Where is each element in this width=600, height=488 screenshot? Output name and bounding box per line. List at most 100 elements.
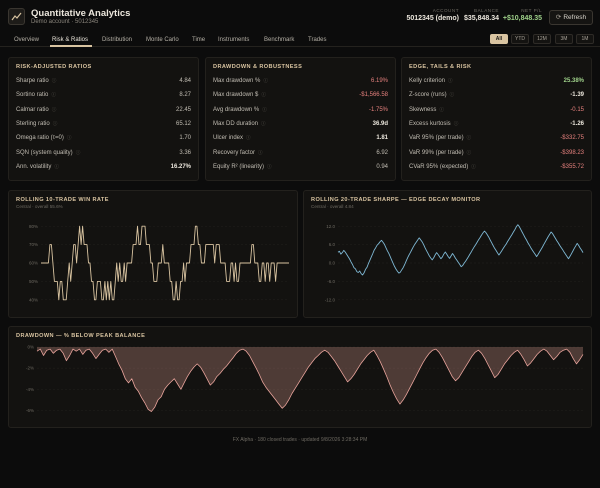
active-tab-indicator [50,45,92,47]
data-point [281,263,282,264]
data-point [174,299,175,300]
data-point [278,263,279,264]
data-point [64,299,65,300]
info-icon[interactable]: ⓘ [66,135,72,141]
metric-value: 4.84 [179,78,191,84]
info-icon[interactable]: ⓘ [267,163,272,169]
refresh-button[interactable]: ⟳ Refresh [549,10,593,25]
data-point [252,244,253,245]
data-point [394,266,395,267]
data-point [517,350,518,351]
tab-trades[interactable]: Trades [308,37,327,43]
data-point [155,281,156,282]
info-icon[interactable]: ⓘ [261,92,266,98]
data-point [102,299,103,300]
info-icon[interactable]: ⓘ [453,120,459,126]
range-all[interactable]: All [490,34,508,44]
tab-risk-ratios[interactable]: Risk & Ratios [52,37,89,43]
range-1m[interactable]: 1M [576,34,594,44]
info-icon[interactable]: ⓘ [439,106,444,112]
data-point [252,361,253,362]
data-point [377,245,378,246]
info-icon[interactable]: ⓘ [75,149,81,155]
tab-distribution[interactable]: Distribution [102,37,133,43]
tab-time[interactable]: Time [192,37,206,43]
data-point [396,269,397,270]
data-point [400,404,401,405]
data-point [490,240,491,241]
info-icon[interactable]: ⓘ [51,106,57,112]
data-point [308,367,309,368]
info-icon[interactable]: ⓘ [448,78,453,83]
data-point [298,383,299,384]
data-point [254,263,255,264]
info-icon[interactable]: ⓘ [246,135,251,141]
info-icon[interactable]: ⓘ [258,149,263,155]
metric-value: -1.26 [570,120,584,127]
data-point [354,374,355,375]
info-icon[interactable]: ⓘ [449,92,455,98]
data-point [422,241,423,242]
data-point [368,263,369,264]
info-icon[interactable]: ⓘ [51,92,56,98]
data-point [445,252,446,253]
info-icon[interactable]: ⓘ [471,163,476,169]
data-point [236,353,237,354]
range-ytd[interactable]: YTD [511,34,529,44]
metric-value: 6.19% [370,78,388,84]
data-point [500,253,501,254]
data-point [580,248,581,249]
data-point [556,356,557,357]
data-point [583,252,584,253]
data-point [341,371,342,372]
tab-benchmark[interactable]: Benchmark [264,37,295,43]
data-point [48,263,49,264]
tab-monte-carlo[interactable]: Monte Carlo [146,37,179,43]
data-point [94,299,95,300]
info-icon[interactable]: ⓘ [262,106,267,112]
data-point [44,263,45,264]
metric-value: -1.75% [368,106,388,113]
data-point [164,389,165,390]
data-point [50,244,51,245]
data-point [201,263,202,264]
data-point [404,264,405,265]
data-point [230,361,231,362]
info-icon[interactable]: ⓘ [466,135,472,141]
range-12m[interactable]: 12M [533,34,551,44]
info-icon[interactable]: ⓘ [54,163,59,169]
data-point [468,361,469,362]
refresh-label: Refresh [563,14,587,21]
metric-row: Ulcer index ⓘ 1.81 [213,134,388,144]
info-icon[interactable]: ⓘ [51,78,57,83]
data-point [182,281,183,282]
metric-value: -$332.75 [560,135,584,142]
data-point [425,247,426,248]
data-point [562,249,563,250]
data-point [538,254,539,255]
metric-row: Skewness ⓘ -0.15 [409,106,584,116]
metric-label-text: VaR 99% (per trade) [409,149,464,156]
data-point [344,376,345,377]
tab-instruments[interactable]: Instruments [218,37,250,43]
data-point [170,281,171,282]
metric-row: Avg drawdown % ⓘ -1.75% [213,106,388,116]
info-icon[interactable]: ⓘ [261,120,266,126]
info-icon[interactable]: ⓘ [263,78,268,83]
drawdown-robustness-panel: DRAWDOWN & ROBUSTNESS Max drawdown % ⓘ 6.1… [205,57,396,181]
data-point [501,250,502,251]
info-icon[interactable]: ⓘ [466,149,472,155]
data-point [419,238,420,239]
info-icon[interactable]: ⓘ [52,120,58,126]
data-point [125,378,126,379]
data-point [486,232,487,233]
data-point [543,349,544,350]
metric-label-text: SQN (system quality) [16,149,73,156]
range-3m[interactable]: 3M [555,34,573,44]
data-point [370,260,371,261]
data-point [533,252,534,253]
tab-overview[interactable]: Overview [14,37,40,43]
data-point [240,263,241,264]
metric-value: -1.39 [570,92,584,99]
data-point [528,242,529,243]
